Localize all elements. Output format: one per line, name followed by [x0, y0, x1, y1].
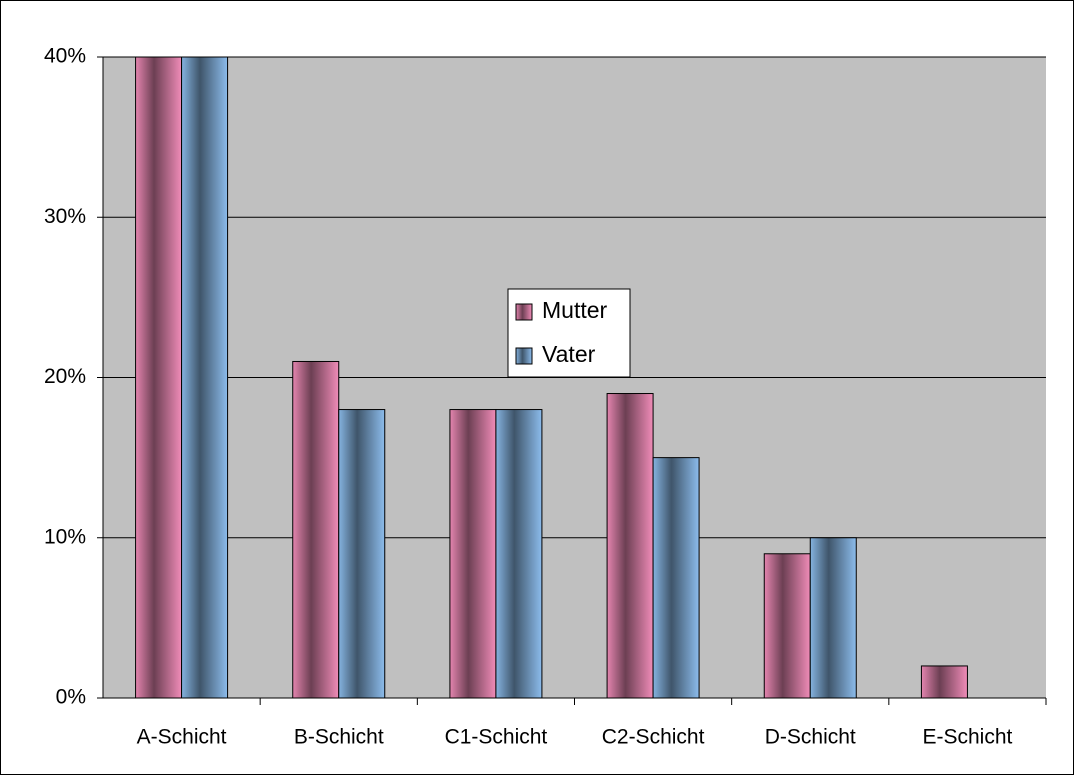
bar [338, 409, 386, 699]
y-tick-label: 0% [56, 686, 86, 709]
x-tick-label: E-Schicht [922, 726, 1012, 749]
bar [135, 56, 183, 699]
bar [606, 393, 654, 699]
bar [809, 537, 857, 699]
y-tick-label: 20% [44, 365, 86, 388]
bar [495, 409, 543, 699]
legend: Mutter Vater [507, 288, 631, 378]
y-tick-label: 10% [44, 525, 86, 548]
bar [652, 457, 700, 699]
bar [763, 553, 811, 699]
legend-label: Mutter [542, 297, 608, 323]
x-tick-label: C2-Schicht [602, 726, 705, 749]
x-tick-label: B-Schicht [294, 726, 384, 749]
y-tick-label: 40% [44, 45, 86, 68]
bar [449, 409, 497, 699]
y-tick-label: 30% [44, 205, 86, 228]
bar [181, 56, 229, 699]
x-tick-label: C1-Schicht [445, 726, 548, 749]
legend-label: Vater [542, 341, 596, 367]
bar [920, 665, 968, 699]
legend-swatch [515, 303, 533, 321]
bar [292, 360, 340, 699]
x-tick-label: A-Schicht [137, 726, 227, 749]
x-tick-label: D-Schicht [765, 726, 856, 749]
legend-swatch [515, 347, 533, 365]
